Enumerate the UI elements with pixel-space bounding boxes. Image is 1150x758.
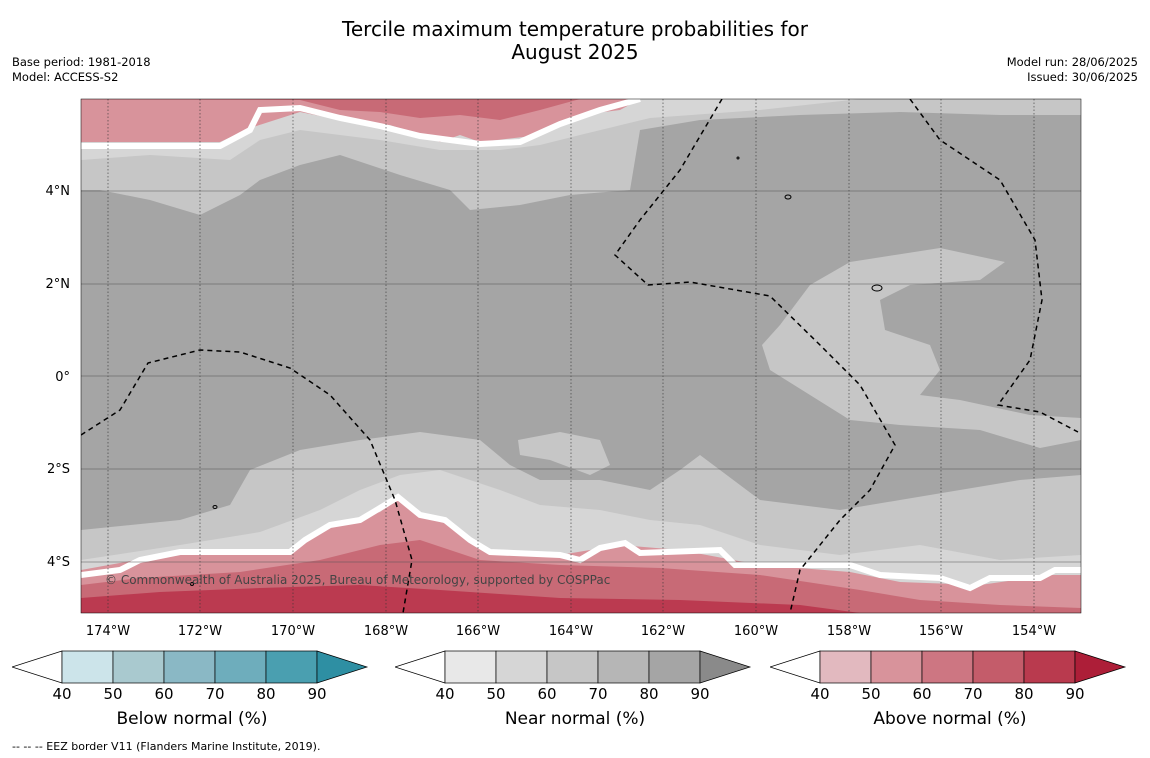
colorbar-segment: [265, 650, 318, 684]
meta-right: Model run: 28/06/2025 Issued: 30/06/2025: [1007, 55, 1138, 85]
latitude-label: 4°N: [46, 184, 71, 199]
near-normal-70-central: [762, 248, 1081, 448]
longitude-label: 170°W: [271, 624, 315, 639]
longitude-label: 156°W: [919, 624, 963, 639]
colorbar-segment: [214, 650, 267, 684]
colorbar-tick-label: 80: [256, 685, 275, 700]
colorbar-tick-label: 50: [861, 685, 880, 700]
colorbar-segment: [61, 650, 114, 684]
map-title: Tercile maximum temperature probabilitie…: [0, 18, 1150, 64]
colorbar-segment: [972, 650, 1025, 684]
colorbar-segment: [1023, 650, 1076, 684]
colorbar-min-arrow: [395, 650, 446, 684]
colorbar-segment: [112, 650, 165, 684]
colorbar-segment: [870, 650, 923, 684]
map-field: [81, 99, 1081, 613]
model-name: Model: ACCESS-S2: [12, 70, 119, 84]
colorbar-tick-label: 50: [103, 685, 122, 700]
title-line-2: August 2025: [511, 40, 639, 64]
title-line-1: Tercile maximum temperature probabilitie…: [342, 17, 808, 41]
longitude-labels: 174°W 172°W 170°W 168°W 166°W 164°W 162°W 160°W…: [86, 624, 1056, 639]
gridlines: [107, 99, 1035, 613]
colorbar-segment: [163, 650, 216, 684]
colorbar-max-arrow: [1074, 650, 1127, 684]
base-period: Base period: 1981-2018: [12, 55, 151, 69]
colorbar-tick-label: 70: [963, 685, 982, 700]
lat-gridlines: [81, 190, 1081, 563]
colorbar-tick-label: 80: [639, 685, 658, 700]
colorbar-min-arrow: [770, 650, 821, 684]
colorbar: 40 50 60 70 80 90: [395, 650, 752, 700]
colorbar-tick-label: 60: [912, 685, 931, 700]
north-white-border: [81, 99, 641, 149]
latitude-label: 0°: [55, 370, 70, 385]
colorbar-tick-label: 60: [154, 685, 173, 700]
latitude-label: 2°S: [47, 462, 70, 477]
copyright-text: © Commonwealth of Australia 2025, Bureau…: [105, 573, 610, 587]
colorbar-tick-label: 40: [435, 685, 454, 700]
model-run: Model run: 28/06/2025: [1006, 55, 1138, 69]
longitude-label: 166°W: [456, 624, 500, 639]
colorbar-segment: [495, 650, 548, 684]
eez-borders: [81, 99, 1079, 613]
longitude-label: 168°W: [364, 624, 408, 639]
islands: [190, 156, 883, 586]
colorbar-tick-label: 60: [537, 685, 556, 700]
colorbar-tick-label: 50: [486, 685, 505, 700]
map-frame: [80, 98, 1082, 614]
colorbar-segment: [597, 650, 650, 684]
colorbar-tick-label: 70: [205, 685, 224, 700]
colorbar-min-arrow: [12, 650, 63, 684]
colorbar-segment: [648, 650, 701, 684]
longitude-label: 174°W: [86, 624, 130, 639]
longitude-label: 158°W: [827, 624, 871, 639]
longitude-label: 160°W: [734, 624, 778, 639]
colorbar-max-arrow: [699, 650, 752, 684]
longitude-label: 162°W: [641, 624, 685, 639]
latitude-labels: 4°N 2°N 0° 2°S 4°S: [46, 184, 71, 570]
longitude-label: 164°W: [549, 624, 593, 639]
latitude-label: 2°N: [46, 277, 71, 292]
colorbar-tick-label: 80: [1014, 685, 1033, 700]
above-normal-south-80: [81, 585, 860, 613]
colorbar-max-arrow: [316, 650, 369, 684]
latitude-label: 4°S: [47, 555, 70, 570]
longitude-label: 154°W: [1012, 624, 1056, 639]
colorbar-title: Near normal (%): [504, 709, 646, 729]
colorbar-tick-label: 90: [690, 685, 709, 700]
colorbar-segment: [819, 650, 872, 684]
colorbar-segment: [921, 650, 974, 684]
issued-date: Issued: 30/06/2025: [1027, 70, 1138, 84]
colorbar-tick-label: 70: [588, 685, 607, 700]
colorbar-title: Below normal (%): [116, 709, 268, 729]
above-normal-north-dark: [81, 99, 580, 120]
south-white-border: [81, 493, 1081, 592]
colorbar-tick-label: 90: [307, 685, 326, 700]
colorbar: 40 50 60 70 80 90: [12, 650, 369, 700]
meta-left: Base period: 1981-2018 Model: ACCESS-S2: [12, 55, 151, 85]
colorbar-segment: [546, 650, 599, 684]
longitude-label: 172°W: [178, 624, 222, 639]
colorbar-title: Above normal (%): [873, 709, 1027, 729]
colorbar-tick-label: 40: [810, 685, 829, 700]
colorbar-tick-label: 90: [1065, 685, 1084, 700]
colorbar-tick-label: 40: [52, 685, 71, 700]
eez-footnote: -- -- -- EEZ border V11 (Flanders Marine…: [12, 740, 321, 753]
near-normal-central-patch: [518, 432, 610, 475]
colorbar-segment: [444, 650, 497, 684]
colorbar: 40 50 60 70 80 90: [770, 650, 1127, 700]
